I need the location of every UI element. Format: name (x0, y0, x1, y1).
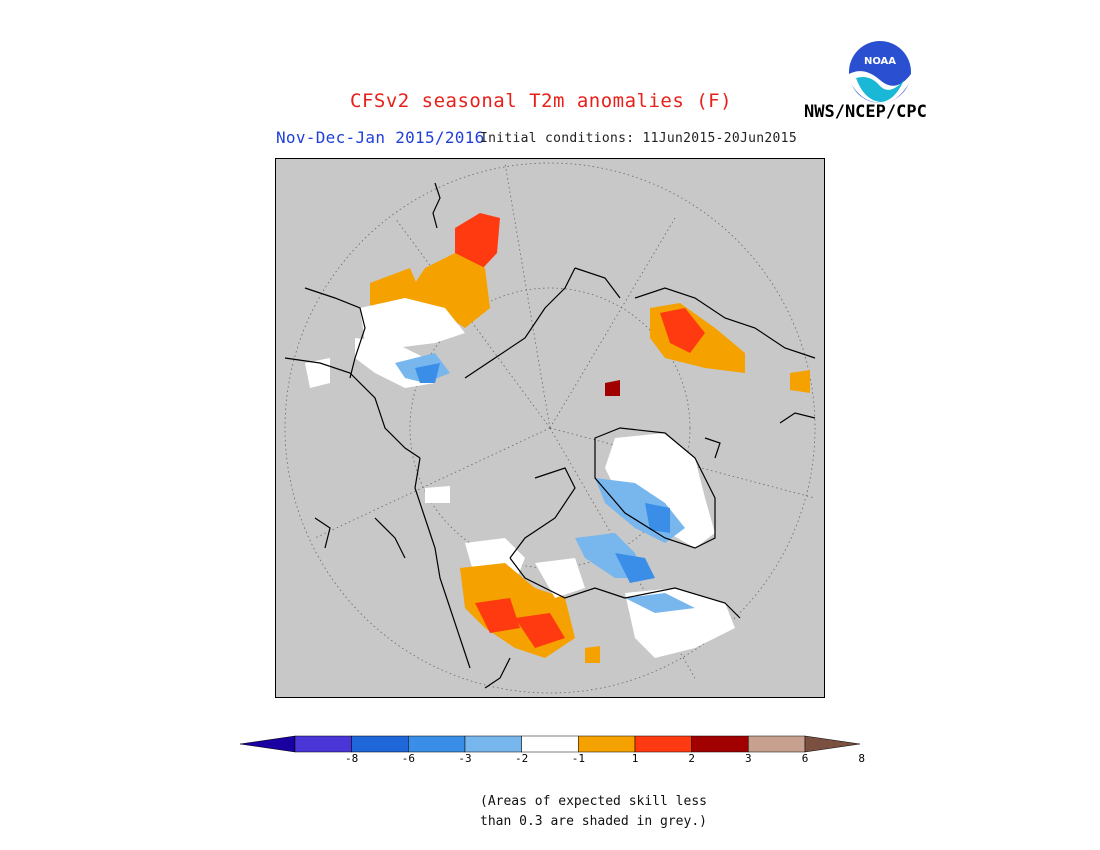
colorbar-tick-label: -2 (515, 752, 529, 765)
colorbar-tick-label: -3 (458, 752, 472, 765)
polar-anomaly-map (275, 158, 825, 698)
svg-text:NOAA: NOAA (864, 56, 896, 67)
skill-note: (Areas of expected skill less than 0.3 a… (480, 792, 707, 832)
skill-note-line2: than 0.3 are shaded in grey.) (480, 814, 707, 829)
north-america-anomalies (425, 486, 735, 663)
colorbar (240, 735, 860, 753)
forecast-period: Nov-Dec-Jan 2015/2016 (276, 128, 485, 147)
colorbar-tick-label: -6 (401, 752, 415, 765)
initial-conditions: Initial conditions: 11Jun2015-20Jun2015 (480, 131, 797, 146)
colorbar-swatch (748, 735, 806, 753)
greenland-anomalies (595, 433, 715, 548)
colorbar-tick-label: 6 (801, 752, 809, 765)
colorbar-tick-label: -1 (571, 752, 585, 765)
colorbar-swatch (294, 735, 352, 753)
colorbar-swatch (691, 735, 749, 753)
europe-anomalies (605, 303, 810, 396)
agency-label: NWS/NCEP/CPC (804, 102, 927, 122)
coastlines (284, 182, 816, 689)
colorbar-swatch (634, 735, 692, 753)
colorbar-swatch (408, 735, 466, 753)
colorbar-tick-label: 1 (631, 752, 639, 765)
noaa-logo-icon: NOAA (849, 41, 911, 104)
colorbar-swatch (464, 735, 522, 753)
map-title: CFSv2 seasonal T2m anomalies (F) (350, 90, 733, 112)
colorbar-arrow-high (804, 735, 860, 753)
colorbar-tick-label: -8 (345, 752, 359, 765)
east-siberia-anomalies (305, 213, 500, 388)
colorbar-swatch (521, 735, 579, 753)
colorbar-swatch (351, 735, 409, 753)
colorbar-arrow-low (240, 735, 296, 753)
colorbar-tick-label: 2 (688, 752, 695, 765)
colorbar-tick-label: 3 (745, 752, 752, 765)
colorbar-swatch (578, 735, 636, 753)
skill-note-line1: (Areas of expected skill less (480, 794, 707, 809)
colorbar-tick-label: 8 (858, 752, 865, 765)
